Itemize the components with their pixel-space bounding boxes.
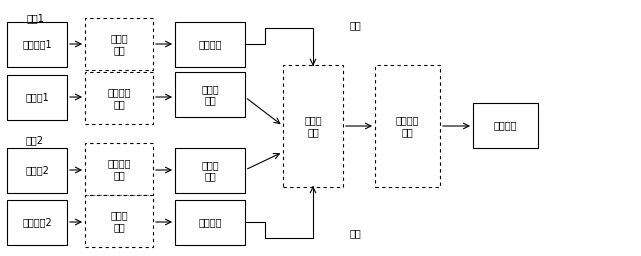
Text: 加速度
序列: 加速度 序列 xyxy=(110,210,128,232)
Text: 相关系数
计算: 相关系数 计算 xyxy=(395,115,419,137)
Text: 加速度
序列: 加速度 序列 xyxy=(110,33,128,55)
Text: 特征点
提取: 特征点 提取 xyxy=(201,160,219,181)
Text: 匹配结果: 匹配结果 xyxy=(494,121,517,131)
Bar xyxy=(473,103,538,148)
Text: 磁场强度
序列: 磁场强度 序列 xyxy=(107,87,131,109)
Bar xyxy=(85,195,153,247)
Text: 特征点
提取: 特征点 提取 xyxy=(201,84,219,105)
Text: 加速度计2: 加速度计2 xyxy=(22,218,52,228)
Bar xyxy=(85,18,153,70)
Text: 步伐检测: 步伐检测 xyxy=(198,218,222,228)
Text: 行人2: 行人2 xyxy=(26,135,44,145)
Bar xyxy=(7,22,67,67)
Text: 行人1: 行人1 xyxy=(26,13,44,23)
Text: 加速度计1: 加速度计1 xyxy=(22,39,52,49)
Bar xyxy=(375,65,440,187)
Text: 磁场强度
序列: 磁场强度 序列 xyxy=(107,158,131,180)
Bar xyxy=(7,148,67,193)
Text: 磁强计2: 磁强计2 xyxy=(25,165,49,176)
Text: 限制: 限制 xyxy=(349,228,361,238)
Bar xyxy=(7,200,67,245)
Bar xyxy=(283,65,343,187)
Text: 步伐检测: 步伐检测 xyxy=(198,39,222,49)
Bar xyxy=(175,22,245,67)
Text: 磁强计1: 磁强计1 xyxy=(25,92,49,102)
Text: 特征点
对齐: 特征点 对齐 xyxy=(304,115,322,137)
Bar xyxy=(175,72,245,117)
Bar xyxy=(175,200,245,245)
Text: 限制: 限制 xyxy=(349,20,361,30)
Bar xyxy=(175,148,245,193)
Bar xyxy=(85,72,153,124)
Bar xyxy=(85,143,153,195)
Bar xyxy=(7,75,67,120)
